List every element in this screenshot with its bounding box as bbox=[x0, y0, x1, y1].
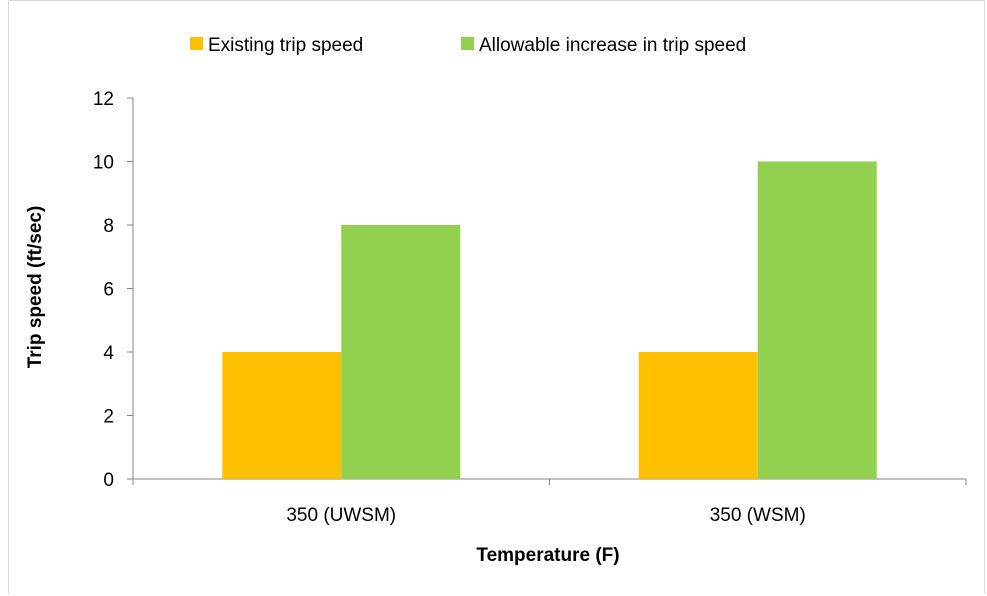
legend: Existing trip speed Allowable increase in… bbox=[190, 35, 746, 56]
y-tick-label: 8 bbox=[103, 216, 114, 237]
bar bbox=[222, 352, 342, 479]
x-tick-label: 350 (UWSM) bbox=[286, 505, 396, 526]
x-tick-label: 350 (WSM) bbox=[710, 505, 806, 526]
y-tick-label: 0 bbox=[103, 470, 114, 491]
y-tick-label: 4 bbox=[103, 343, 114, 364]
y-axis: 0 2 4 6 8 10 12 bbox=[93, 89, 134, 491]
bar bbox=[638, 352, 758, 479]
legend-label: Allowable increase in trip speed bbox=[479, 35, 746, 56]
bar bbox=[341, 225, 461, 479]
legend-swatch bbox=[190, 37, 203, 50]
legend-label: Existing trip speed bbox=[208, 35, 363, 56]
y-tick-label: 12 bbox=[93, 89, 114, 110]
bar bbox=[757, 161, 877, 479]
x-axis: 350 (UWSM) 350 (WSM) bbox=[132, 478, 967, 526]
y-tick-label: 2 bbox=[103, 407, 114, 428]
y-axis-title: Trip speed (ft/sec) bbox=[25, 206, 46, 369]
y-tick-label: 10 bbox=[93, 153, 114, 174]
legend-swatch bbox=[461, 37, 474, 50]
y-tick-label: 6 bbox=[103, 280, 114, 301]
x-axis-title: Temperature (F) bbox=[476, 545, 619, 566]
bars bbox=[222, 161, 877, 479]
